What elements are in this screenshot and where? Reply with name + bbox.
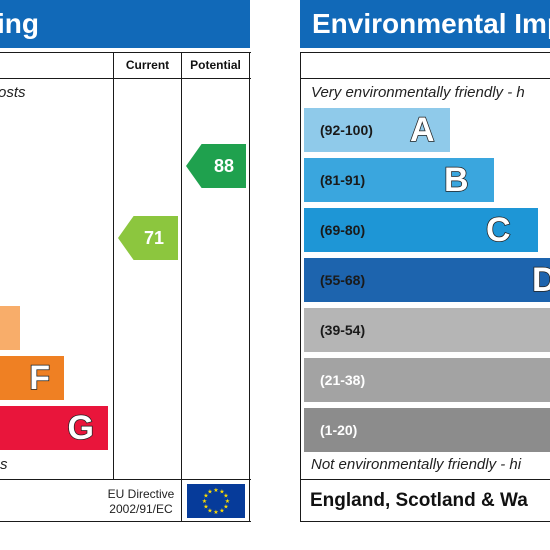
frame-current-divider [113,52,114,480]
env-frame-top [300,52,550,53]
env-band-a: (92-100) A [304,108,450,152]
band-e [0,306,20,350]
env-frame-header [300,78,550,79]
env-band-g-range: (1-20) [320,422,358,438]
svg-text:★: ★ [213,509,218,516]
eu-directive-line1: EU Directive [107,487,175,501]
env-band-e-range: (39-54) [320,322,366,338]
env-band-g: (1-20) [304,408,550,452]
env-band-f: (21-38) [304,358,550,402]
env-band-a-letter: A [409,110,435,150]
env-band-e: (39-54) [304,308,550,352]
energy-bottom-note: s [0,456,8,473]
env-band-a-range: (92-100) [320,122,373,138]
frame-right-border [249,52,250,522]
env-frame-left [300,52,301,522]
env-band-d-range: (55-68) [320,272,366,288]
svg-text:★: ★ [219,489,224,496]
svg-text:★: ★ [223,493,228,500]
current-rating-value: 71 [143,228,165,248]
band-g: G [0,406,108,450]
band-f-letter: F [28,358,50,398]
potential-column-header: Potential [190,58,241,72]
svg-text:★: ★ [207,489,212,496]
energy-top-note: osts [0,84,26,101]
frame-potential-divider [181,52,182,480]
svg-text:★: ★ [213,487,218,494]
env-band-d: (55-68) D [304,258,550,302]
env-band-b-letter: B [443,160,469,200]
frame-footer-line [0,479,251,480]
band-f: F [0,356,64,400]
env-band-c: (69-80) C [304,208,538,252]
env-frame-footer [300,479,550,480]
env-band-c-letter: C [485,210,511,250]
env-bottom-note: Not environmentally friendly - hi [311,456,522,473]
svg-text:★: ★ [225,498,230,505]
env-frame-bottom [300,521,550,522]
eu-stars-icon: ★ ★ ★ ★ ★ ★ ★ ★ ★ ★ ★ ★ [202,487,230,516]
svg-text:★: ★ [203,504,208,511]
env-band-d-letter: D [531,260,550,300]
current-column-header: Current [125,58,170,72]
eu-directive-line2: 2002/91/EC [109,502,173,516]
eu-directive-label: EU Directive 2002/91/EC [96,487,186,517]
frame-eu-divider [181,479,182,521]
frame-header-line [0,78,251,79]
eu-flag-icon: ★ ★ ★ ★ ★ ★ ★ ★ ★ ★ ★ ★ [187,484,245,518]
environmental-panel-title: Environmental Imp [300,0,550,48]
svg-text:★: ★ [203,493,208,500]
frame-top-line [0,52,251,53]
env-band-b: (81-91) B [304,158,494,202]
env-band-f-range: (21-38) [320,372,366,388]
potential-rating-value: 88 [213,156,235,176]
frame-bottom-line [0,521,251,522]
svg-text:★: ★ [202,498,207,505]
energy-efficiency-panel: ing Current Potential osts F G s 71 88 E… [0,0,251,522]
band-g-letter: G [67,408,95,448]
env-top-note: Very environmentally friendly - h [311,84,525,101]
svg-text:★: ★ [223,504,228,511]
env-band-c-range: (69-80) [320,222,366,238]
svg-text:★: ★ [219,508,224,515]
svg-text:★: ★ [207,508,212,515]
energy-panel-title: ing [0,0,250,48]
env-region-label: England, Scotland & Wa [310,490,528,511]
env-band-b-range: (81-91) [320,172,366,188]
